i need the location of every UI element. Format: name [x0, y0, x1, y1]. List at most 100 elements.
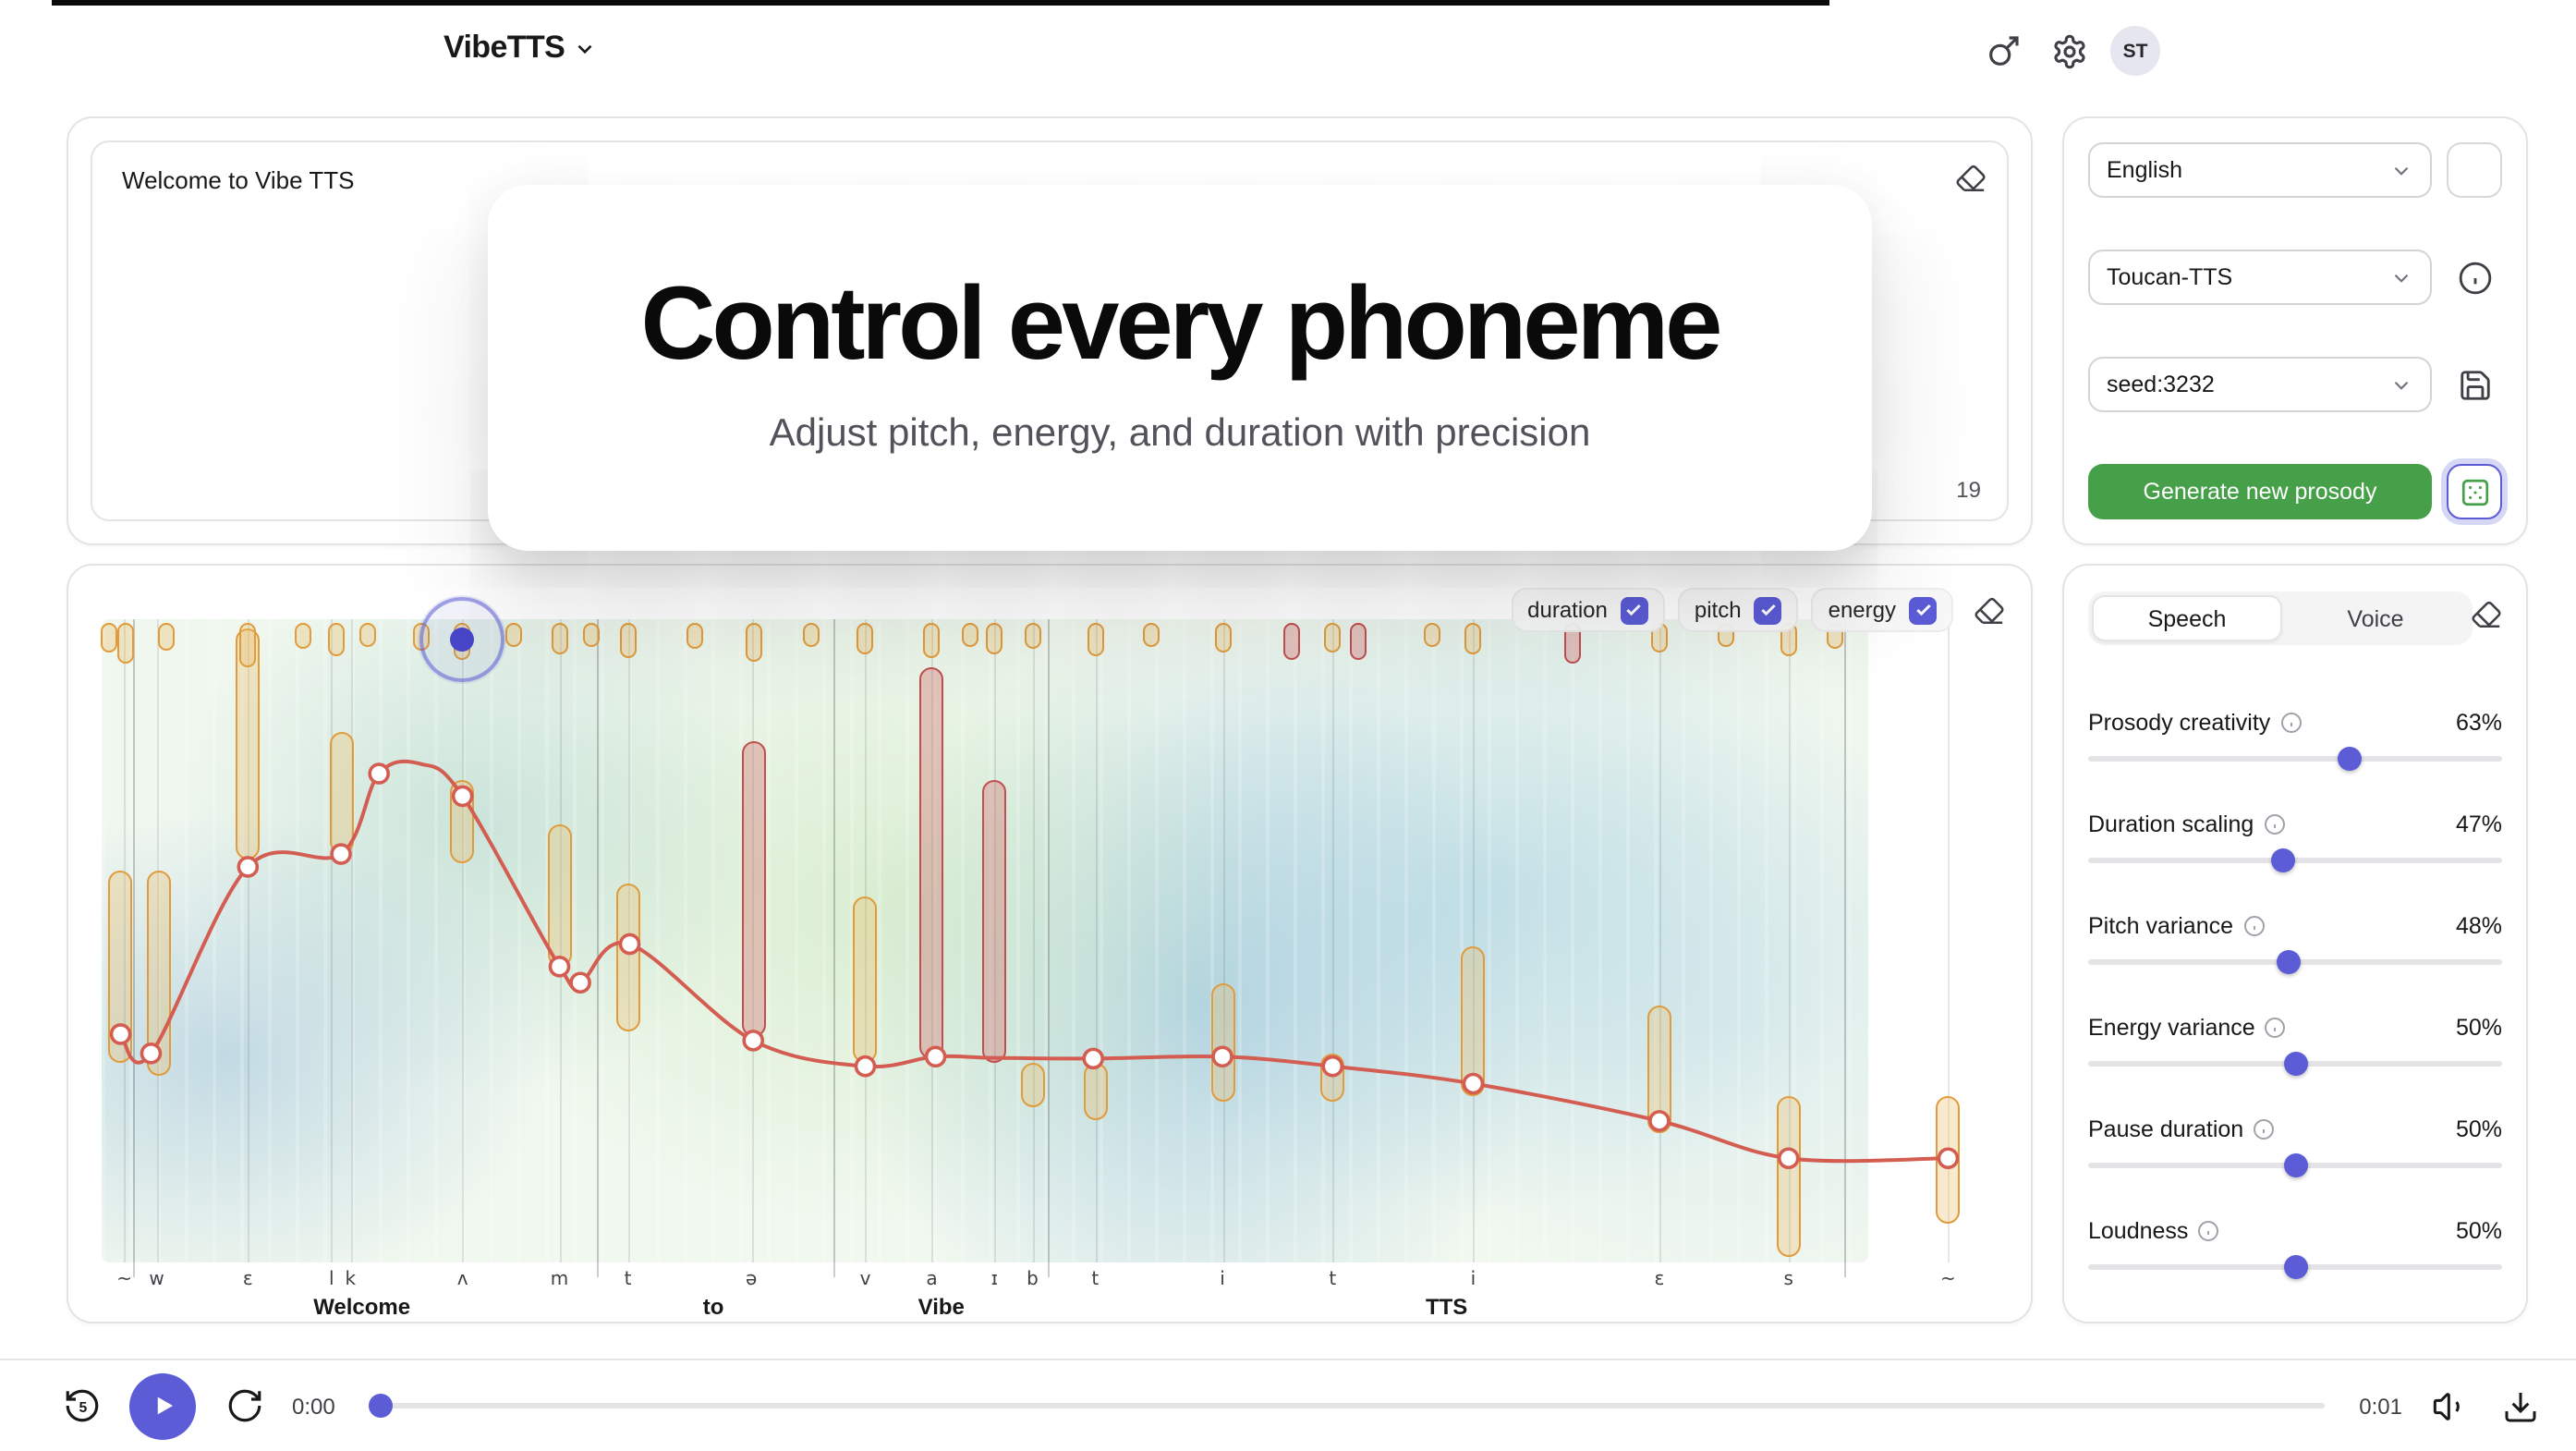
tab-voice[interactable]: Voice [2347, 605, 2404, 631]
duration-handle[interactable] [1324, 623, 1342, 652]
pitch-point[interactable] [451, 785, 474, 808]
pitch-point[interactable] [569, 971, 591, 994]
slider-thumb[interactable] [2338, 747, 2363, 771]
energy-bar[interactable] [615, 883, 640, 1031]
settings-button[interactable] [2047, 30, 2092, 74]
slider-track[interactable] [2088, 1255, 2502, 1279]
checkbox[interactable] [1909, 596, 1937, 624]
toggle-energy[interactable]: energy [1811, 588, 1953, 632]
prosody-editor[interactable] [101, 597, 2001, 1277]
duration-handle[interactable] [1024, 623, 1041, 649]
seek-bar[interactable] [369, 1394, 2325, 1418]
duration-handle[interactable] [358, 623, 376, 647]
seek-thumb[interactable] [369, 1394, 393, 1418]
pitch-point[interactable] [1462, 1072, 1485, 1095]
save-seed-button[interactable] [2447, 357, 2502, 412]
play-button[interactable] [129, 1372, 196, 1439]
duration-handle[interactable] [803, 623, 820, 647]
pitch-point[interactable] [1777, 1147, 1800, 1170]
pitch-point[interactable] [1321, 1055, 1344, 1078]
duration-handle[interactable] [745, 623, 762, 662]
energy-bar[interactable] [1776, 1095, 1801, 1257]
duration-handle[interactable] [157, 623, 175, 651]
app-title-menu[interactable]: VibeTTS [444, 30, 596, 67]
voice-gender-button[interactable] [1981, 30, 2025, 74]
clear-text-button[interactable] [1951, 159, 1988, 196]
slider-track[interactable] [2088, 848, 2502, 872]
checkbox[interactable] [1754, 596, 1782, 624]
energy-bar[interactable] [982, 780, 1007, 1064]
seed-select[interactable]: seed:3232 [2088, 357, 2432, 412]
energy-bar[interactable] [236, 628, 261, 860]
slider-info-button[interactable] [2265, 1016, 2287, 1038]
slider-track[interactable] [2088, 1153, 2502, 1177]
slider-track[interactable] [2088, 747, 2502, 771]
pitch-point[interactable] [618, 933, 641, 956]
duration-handle[interactable] [505, 623, 523, 647]
pitch-point[interactable] [1211, 1045, 1233, 1068]
duration-handle[interactable] [239, 623, 257, 667]
slider-info-button[interactable] [2197, 1219, 2219, 1241]
duration-handle[interactable] [923, 623, 941, 658]
volume-button[interactable] [2428, 1384, 2473, 1428]
energy-bar[interactable] [547, 824, 572, 967]
avatar[interactable]: ST [2110, 26, 2160, 76]
tab-speech[interactable]: Speech [2092, 595, 2282, 641]
duration-handle[interactable] [294, 623, 311, 649]
pitch-point[interactable] [140, 1042, 163, 1065]
pitch-point[interactable] [1648, 1110, 1671, 1132]
language-select[interactable]: English [2088, 142, 2432, 198]
duration-handle[interactable] [686, 623, 703, 649]
pitch-point[interactable] [1937, 1147, 1960, 1170]
slider-track[interactable] [2088, 1052, 2502, 1076]
energy-bar[interactable] [741, 741, 766, 1038]
checkbox[interactable] [1620, 596, 1648, 624]
energy-bar[interactable] [853, 896, 878, 1064]
pitch-point[interactable] [742, 1030, 765, 1052]
slider-thumb[interactable] [2284, 1153, 2308, 1177]
generate-prosody-button[interactable]: Generate new prosody [2088, 464, 2432, 519]
energy-bar[interactable] [1020, 1063, 1045, 1108]
duration-handle[interactable] [117, 623, 135, 664]
duration-handle[interactable] [961, 623, 978, 647]
slider-info-button[interactable] [2279, 711, 2302, 733]
duration-handle[interactable] [1349, 623, 1366, 660]
toggle-duration[interactable]: duration [1511, 588, 1665, 632]
regenerate-audio-button[interactable] [222, 1384, 266, 1428]
pitch-point[interactable] [109, 1023, 132, 1045]
slider-track[interactable] [2088, 950, 2502, 974]
duration-handle[interactable] [1282, 623, 1300, 660]
duration-handle[interactable] [328, 623, 346, 656]
toggle-pitch[interactable]: pitch [1677, 588, 1799, 632]
slider-thumb[interactable] [2284, 1052, 2308, 1076]
reset-prosody-button[interactable] [1970, 591, 2007, 628]
model-info-button[interactable] [2447, 250, 2502, 305]
pitch-point[interactable] [368, 762, 390, 785]
duration-handle[interactable] [1087, 623, 1104, 656]
pitch-point[interactable] [854, 1055, 877, 1078]
duration-handle[interactable] [1214, 623, 1232, 652]
download-button[interactable] [2498, 1384, 2543, 1428]
duration-handle[interactable] [583, 623, 601, 647]
duration-handle[interactable] [551, 623, 568, 654]
slider-thumb[interactable] [2284, 1255, 2308, 1279]
pitch-point[interactable] [330, 843, 352, 865]
pitch-point[interactable] [1082, 1047, 1105, 1070]
duration-handle[interactable] [986, 623, 1003, 654]
slider-thumb[interactable] [2276, 950, 2301, 974]
selected-handle-cursor[interactable] [419, 597, 505, 683]
model-select[interactable]: Toucan-TTS [2088, 250, 2432, 305]
slider-info-button[interactable] [2253, 1117, 2275, 1140]
reset-controls-button[interactable] [2467, 595, 2504, 632]
slider-info-button[interactable] [2242, 914, 2265, 936]
slider-thumb[interactable] [2271, 848, 2296, 872]
pitch-point[interactable] [548, 956, 571, 978]
pitch-point[interactable] [237, 856, 260, 878]
energy-bar[interactable] [1083, 1063, 1108, 1121]
energy-bar[interactable] [1461, 946, 1486, 1095]
duration-handle[interactable] [101, 623, 118, 652]
pitch-point[interactable] [924, 1045, 947, 1068]
duration-handle[interactable] [1423, 623, 1440, 647]
slider-info-button[interactable] [2263, 812, 2285, 835]
energy-bar[interactable] [329, 731, 354, 854]
